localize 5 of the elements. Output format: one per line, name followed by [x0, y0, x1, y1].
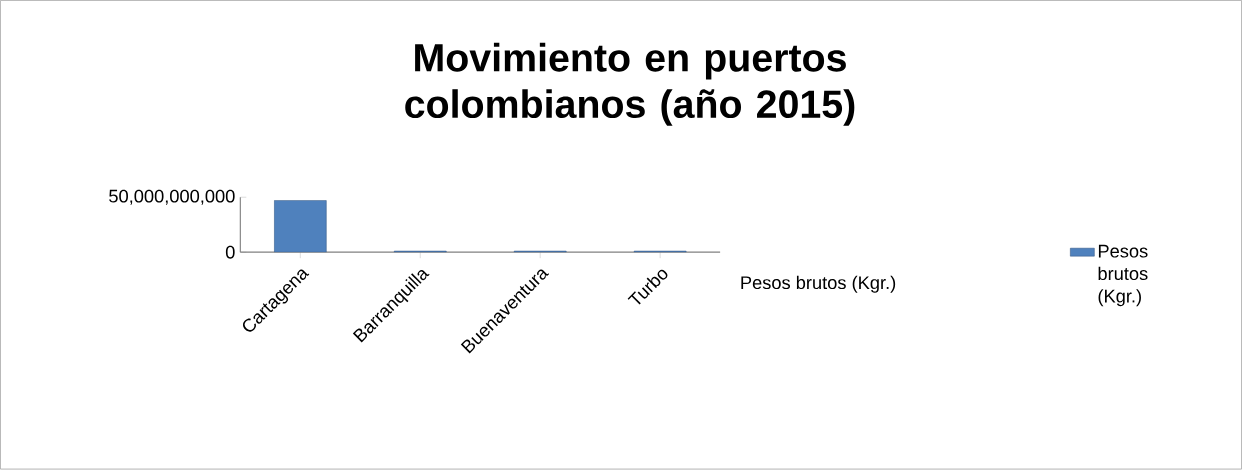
y-tick-label: 50,000,000,000 [109, 189, 235, 205]
chart-title: Movimiento en puertos colombianos (año 2015) [405, 43, 855, 127]
legend-label: Pesos brutos (Kgr.) [1098, 245, 1148, 307]
text: Pesos brutos (Kgr.) [741, 275, 896, 293]
y-tick-label: 0 [225, 245, 235, 259]
